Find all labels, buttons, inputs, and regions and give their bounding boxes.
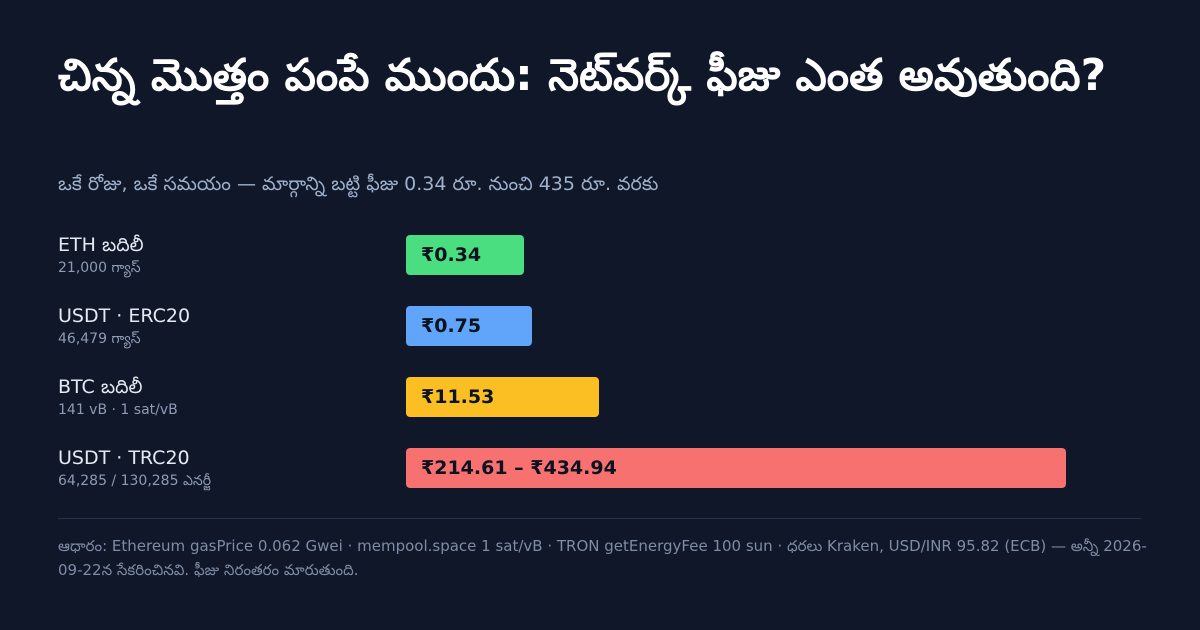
bar-usdt-trc20: ₹214.61 – ₹434.94: [406, 448, 1066, 488]
bar-row: USDT · TRC20 64,285 / 130,285 ఎనర్జీ ₹21…: [58, 441, 1148, 512]
category-sublabel: 141 vB · 1 sat/vB: [58, 402, 178, 418]
bar-value-label: ₹214.61 – ₹434.94: [421, 457, 617, 479]
category-sublabel: 64,285 / 130,285 ఎనర్జీ: [58, 473, 212, 489]
bar-btc: ₹11.53: [406, 377, 599, 417]
category-label: ETH బదిలీ: [58, 234, 144, 256]
chart-subtitle: ఒకే రోజు, ఒకే సమయం — మార్గాన్ని బట్టి ఫీ…: [58, 173, 659, 195]
bar-track: ₹0.34: [406, 235, 1066, 275]
bar-value-label: ₹0.75: [421, 315, 482, 337]
bar-track: ₹214.61 – ₹434.94: [406, 448, 1066, 488]
bar-row: USDT · ERC20 46,479 గ్యాస్ ₹0.75: [58, 299, 1148, 370]
category-sublabel: 46,479 గ్యాస్: [58, 331, 141, 347]
source-note: ఆధారం: Ethereum gasPrice 0.062 Gwei · me…: [58, 537, 1147, 579]
bar-chart: ETH బదిలీ 21,000 గ్యాస్ ₹0.34 USDT · ERC…: [58, 228, 1148, 512]
category-label: USDT · TRC20: [58, 447, 190, 469]
bar-row: BTC బదిలీ 141 vB · 1 sat/vB ₹11.53: [58, 370, 1148, 441]
category-sublabel: 21,000 గ్యాస్: [58, 260, 141, 276]
bar-track: ₹11.53: [406, 377, 1066, 417]
bar-value-label: ₹0.34: [421, 244, 482, 266]
bar-row-label: USDT · ERC20 46,479 గ్యాస్: [58, 303, 388, 349]
chart-title: చిన్న మొత్తం పంపే ముందు: నెట్‌వర్క్ ఫీజు…: [58, 50, 1107, 101]
category-label: BTC బదిలీ: [58, 376, 143, 398]
bar-row-label: USDT · TRC20 64,285 / 130,285 ఎనర్జీ: [58, 445, 388, 491]
bar-usdt-erc20: ₹0.75: [406, 306, 532, 346]
bar-row: ETH బదిలీ 21,000 గ్యాస్ ₹0.34: [58, 228, 1148, 299]
bar-row-label: ETH బదిలీ 21,000 గ్యాస్: [58, 232, 388, 278]
category-label: USDT · ERC20: [58, 305, 191, 327]
bar-row-label: BTC బదిలీ 141 vB · 1 sat/vB: [58, 374, 388, 420]
divider: [58, 518, 1141, 519]
bar-value-label: ₹11.53: [421, 386, 495, 408]
bar-eth: ₹0.34: [406, 235, 524, 275]
bar-track: ₹0.75: [406, 306, 1066, 346]
